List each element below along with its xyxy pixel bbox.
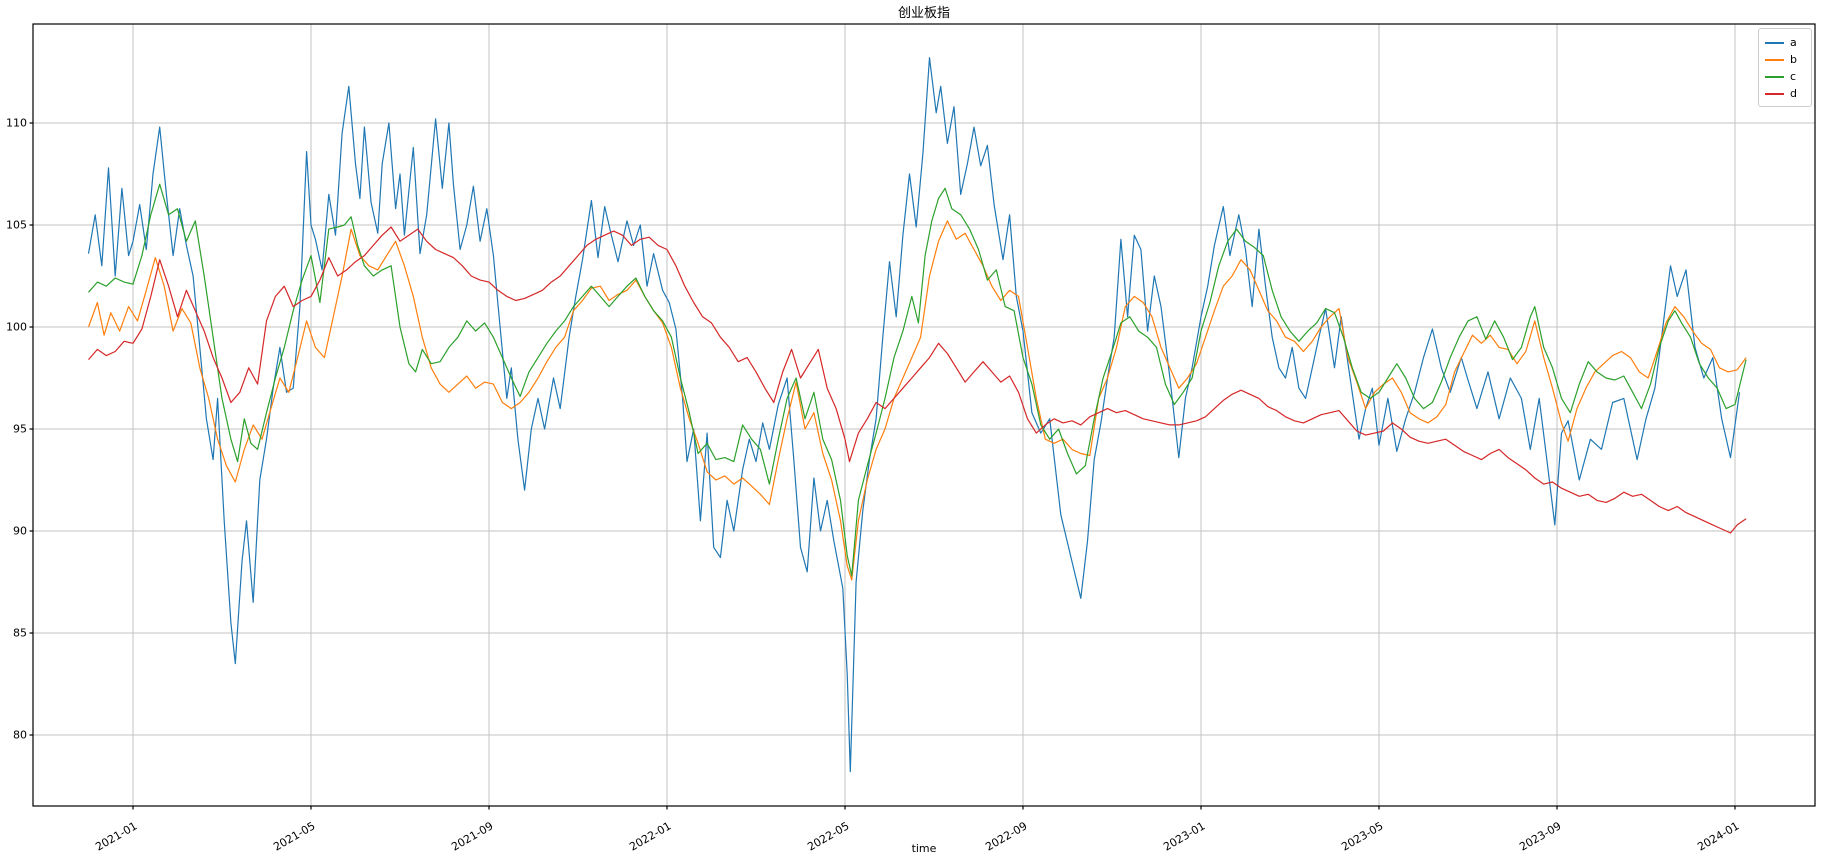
series-line-a: [87, 57, 1741, 773]
y-tick-label: 110: [6, 117, 27, 130]
y-tick-label: 80: [13, 729, 27, 742]
y-tick-label: 100: [6, 321, 27, 334]
legend-line-swatch: [1765, 92, 1784, 95]
legend-label: d: [1790, 87, 1797, 100]
legend-line-swatch: [1765, 41, 1784, 44]
x-tick-label: 2021-09: [449, 819, 495, 853]
y-tick-label: 90: [13, 525, 27, 538]
x-tick-label: 2022-05: [805, 819, 851, 853]
series-line-b: [87, 220, 1747, 581]
x-tick-label: 2024-01: [1695, 819, 1741, 853]
x-tick-label: 2023-09: [1517, 819, 1563, 853]
legend-item-c: c: [1765, 68, 1805, 85]
legend-label: a: [1790, 36, 1797, 49]
x-tick-label: 2021-01: [93, 819, 139, 853]
y-tick-label: 85: [13, 627, 27, 640]
y-tick-label: 95: [13, 423, 27, 436]
grid-layer: [33, 24, 1815, 806]
legend-line-swatch: [1765, 75, 1784, 78]
legend-label: c: [1790, 70, 1797, 83]
chart-title: 创业板指: [898, 6, 950, 21]
series-line-c: [88, 183, 1747, 577]
legend-line-swatch: [1765, 58, 1784, 61]
legend-item-a: a: [1765, 34, 1805, 51]
legend-item-b: b: [1765, 51, 1805, 68]
legend-label: b: [1790, 53, 1797, 66]
series-line-d: [88, 226, 1747, 534]
y-tick-label: 105: [6, 219, 27, 232]
x-tick-label: 2023-01: [1161, 819, 1207, 853]
axes-spines: [32, 23, 1816, 807]
series-layer: [87, 57, 1747, 773]
legend-item-d: d: [1765, 85, 1805, 102]
x-axis-label: time: [912, 842, 937, 855]
x-tick-label: 2021-05: [271, 819, 317, 853]
x-tick-label: 2023-05: [1339, 819, 1385, 853]
x-tick-label: 2022-09: [983, 819, 1029, 853]
x-tick-label: 2022-01: [627, 819, 673, 853]
